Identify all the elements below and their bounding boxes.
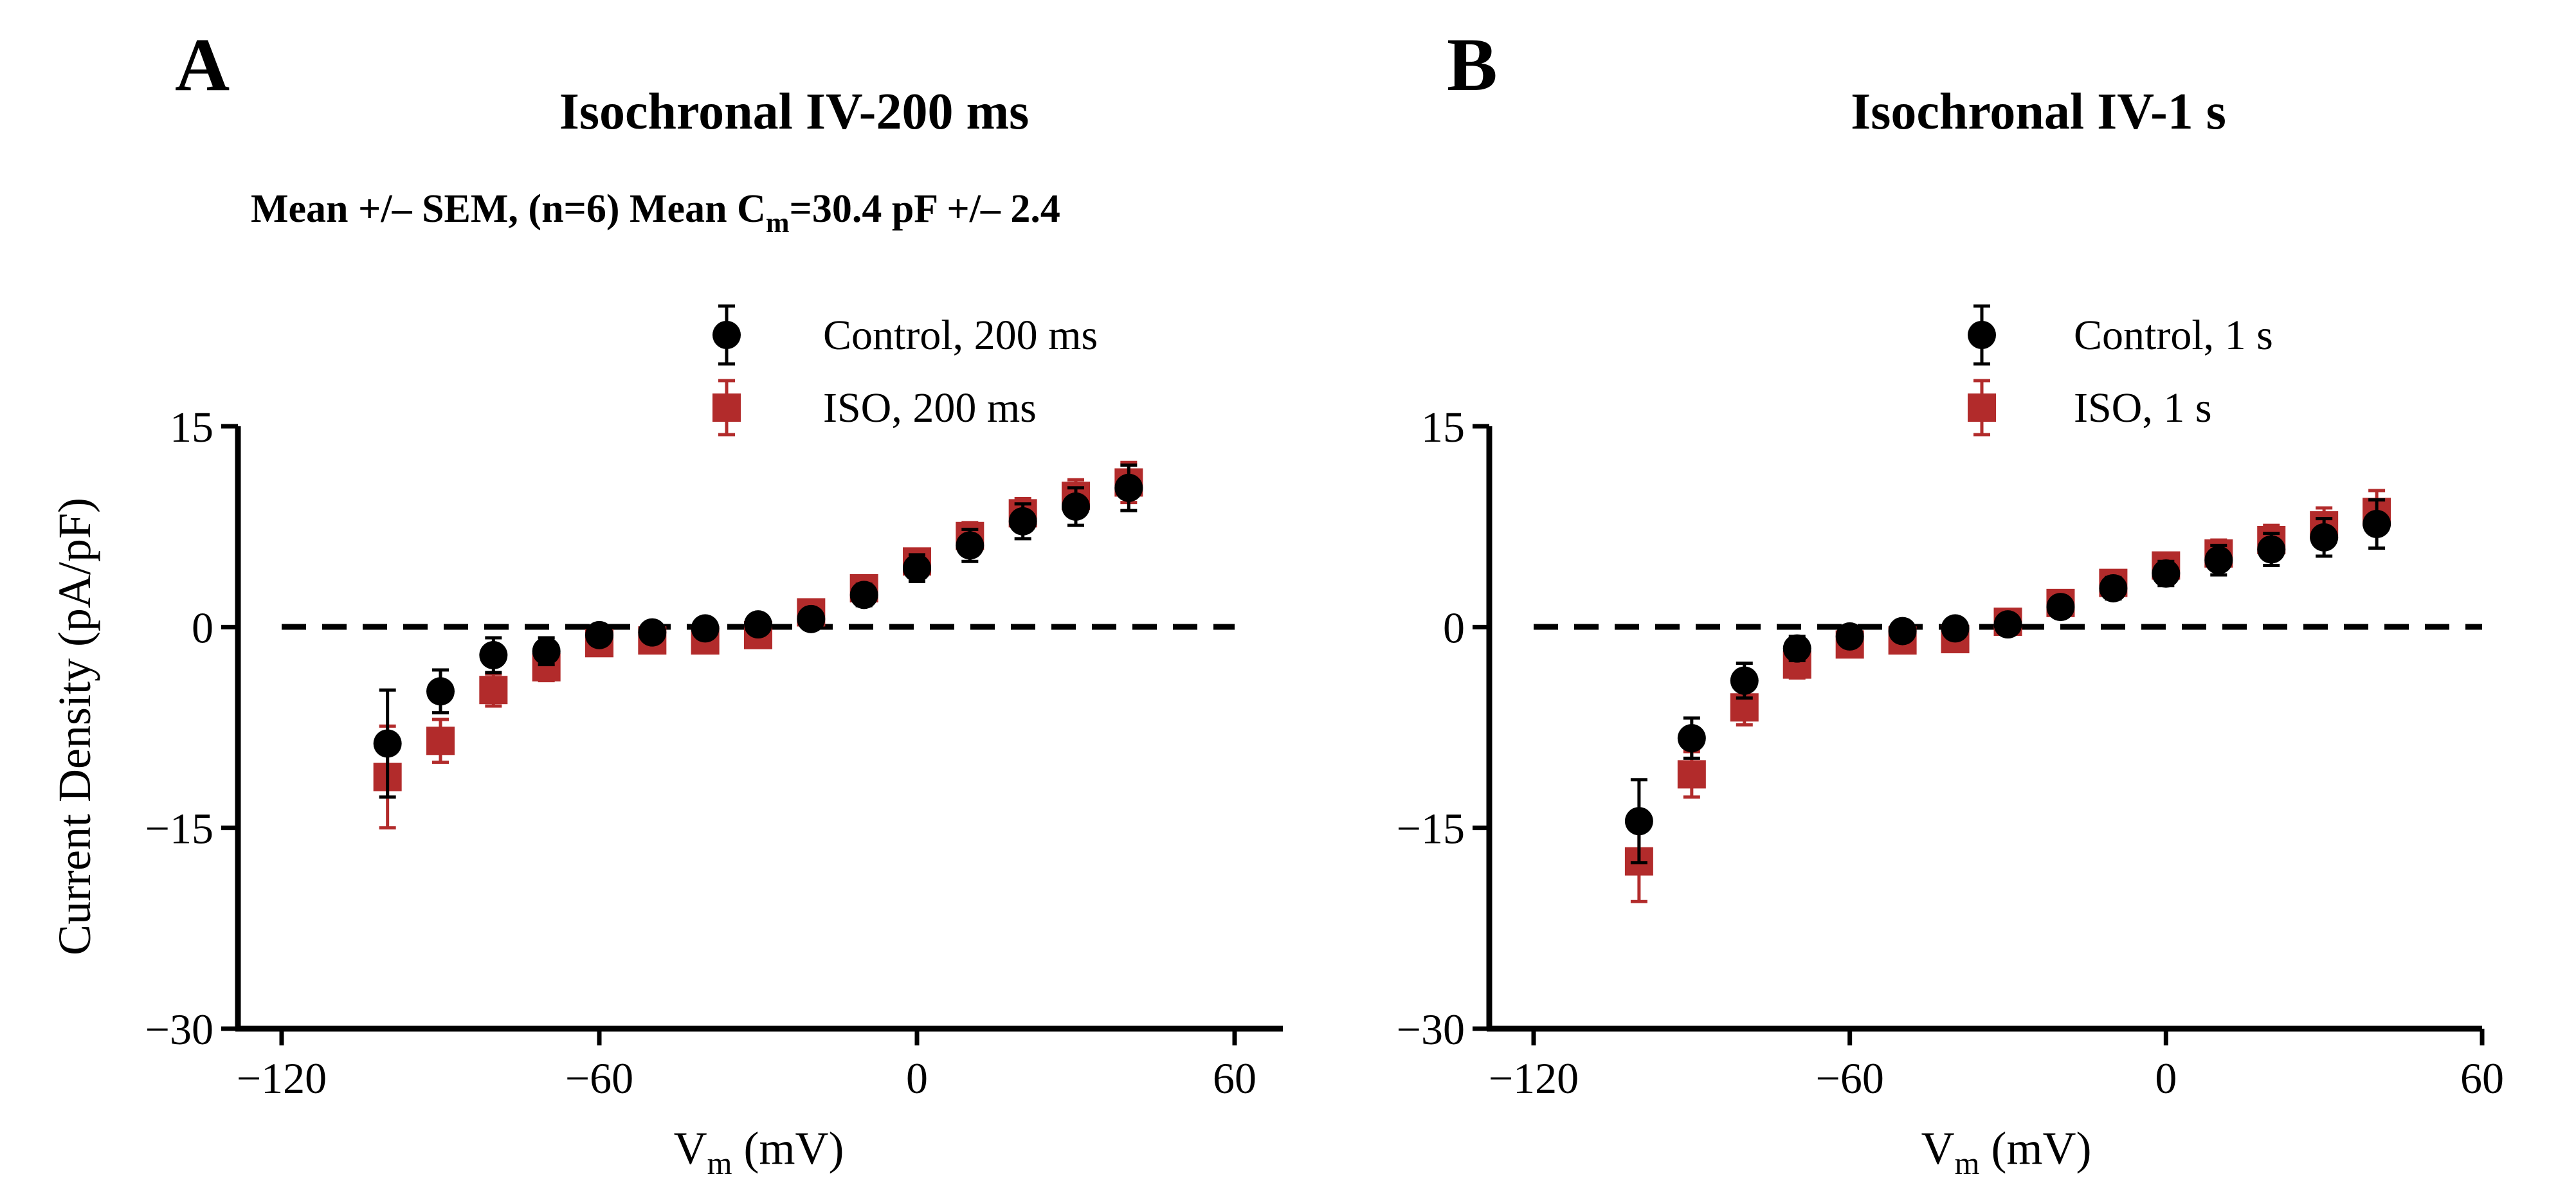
x-tick-label: −120 xyxy=(1489,1054,1579,1103)
subtitle-part2: =30.4 pF +/– 2.4 xyxy=(789,187,1060,231)
control-data-point xyxy=(426,677,455,706)
control-data-point xyxy=(797,604,826,633)
x-tick-label: −60 xyxy=(1815,1054,1883,1103)
panel-a-x-axis-label: Vm (mV) xyxy=(674,1123,844,1181)
panel-a-legend: Control, 200 ms ISO, 200 ms xyxy=(712,304,1098,437)
control-data-point xyxy=(2204,546,2233,575)
control-data-point xyxy=(2310,523,2339,552)
panel-b-title: Isochronal IV-1 s xyxy=(1851,84,2226,140)
control-data-point xyxy=(2257,535,2286,564)
x-tick-label: 60 xyxy=(2460,1054,2504,1103)
y-tick-label: −30 xyxy=(1397,1005,1465,1054)
control-data-point xyxy=(1624,807,1653,836)
panel-b-legend: Control, 1 s ISO, 1 s xyxy=(1968,304,2273,437)
legend-control-label: Control, 1 s xyxy=(2074,312,2273,359)
iso-data-point xyxy=(1677,760,1706,789)
panel-b-x-axis-label-main: V xyxy=(1921,1123,1955,1174)
iso-data-point xyxy=(426,727,455,755)
legend-control-label: Control, 200 ms xyxy=(823,312,1098,359)
control-data-point xyxy=(1730,666,1759,695)
panel-b-x-axis-label-sub: m xyxy=(1955,1145,1980,1181)
legend-control-marker xyxy=(1968,321,1996,349)
control-data-point xyxy=(1993,610,2022,639)
panel-a-title: Isochronal IV-200 ms xyxy=(559,84,1029,140)
panel-b-plot: 15 0 −15 −30 −120 −60 0 60 Vm (mV) Control, 1 … xyxy=(1397,304,2504,1181)
x-tick-label: −60 xyxy=(565,1054,633,1103)
control-data-point xyxy=(691,614,720,643)
panel-b-letter: B xyxy=(1447,23,1498,107)
control-data-point xyxy=(638,618,667,647)
panel-a-plot: 15 0 −15 −30 −120 −60 0 60 Vm (mV) Current Den… xyxy=(49,304,1283,1181)
control-data-point xyxy=(373,729,402,758)
panel-b-x-axis-label: Vm (mV) xyxy=(1921,1123,2092,1181)
control-data-point xyxy=(2363,510,2391,539)
legend-iso-marker xyxy=(712,393,741,422)
panel-a-letter: A xyxy=(175,23,230,107)
x-tick-label: −120 xyxy=(237,1054,327,1103)
control-data-point xyxy=(1677,724,1706,753)
panel-a-subtitle: Mean +/– SEM, (n=6) Mean Cm=30.4 pF +/– … xyxy=(251,187,1060,239)
y-tick-label: 15 xyxy=(1421,402,1465,451)
control-data-point xyxy=(479,641,508,670)
panel-a-x-axis-label-main: V xyxy=(674,1123,707,1174)
panel-a-x-axis-label-sub: m xyxy=(707,1145,732,1181)
legend-iso-label: ISO, 1 s xyxy=(2074,384,2212,431)
control-data-point xyxy=(532,637,561,665)
y-tick-label: −15 xyxy=(145,804,213,853)
x-tick-label: 60 xyxy=(1213,1054,1256,1103)
y-tick-label: 0 xyxy=(1443,603,1465,652)
iso-data-point xyxy=(479,676,508,705)
x-tick-label: 0 xyxy=(2155,1054,2177,1103)
control-data-point xyxy=(1782,634,1811,663)
control-data-point xyxy=(1008,507,1037,536)
control-data-point xyxy=(2099,573,2128,602)
y-tick-label: −30 xyxy=(145,1005,213,1054)
y-tick-label: 0 xyxy=(192,603,213,652)
control-data-point xyxy=(744,610,772,639)
control-data-point xyxy=(1835,622,1864,651)
y-tick-label: 15 xyxy=(170,402,213,451)
panel-a-x-axis-label-rest: (mV) xyxy=(732,1123,844,1174)
control-data-point xyxy=(1888,617,1917,646)
subtitle-subscript: m xyxy=(766,207,790,239)
subtitle-part1: Mean +/– SEM, (n=6) Mean C xyxy=(251,187,766,231)
legend-iso-label: ISO, 200 ms xyxy=(823,384,1037,431)
legend-control-marker xyxy=(712,321,741,349)
legend-iso-marker xyxy=(1968,393,1996,422)
x-tick-label: 0 xyxy=(906,1054,928,1103)
panel-b-x-axis-label-rest: (mV) xyxy=(1979,1123,2091,1174)
control-data-point xyxy=(849,581,878,610)
control-data-point xyxy=(903,554,931,582)
y-tick-label: −15 xyxy=(1397,804,1465,853)
control-data-point xyxy=(585,620,613,649)
control-data-point xyxy=(1062,492,1090,521)
panel-a-y-axis-label: Current Density (pA/pF) xyxy=(49,498,100,955)
control-data-point xyxy=(2152,559,2181,588)
control-data-point xyxy=(1114,473,1143,502)
control-data-point xyxy=(956,531,984,560)
control-data-point xyxy=(1941,614,1970,643)
control-data-point xyxy=(2046,593,2075,622)
